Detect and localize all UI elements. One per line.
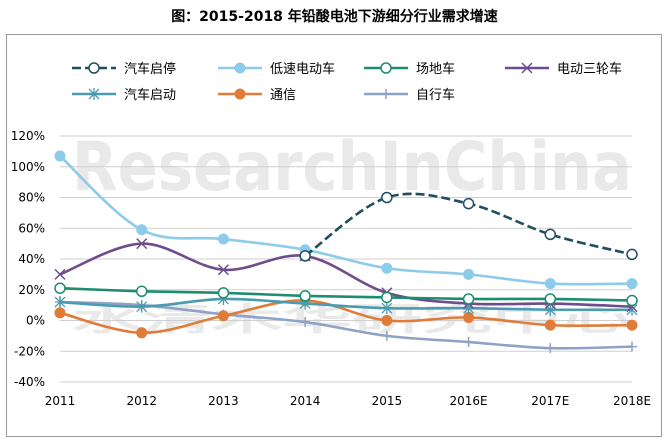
data-point [217,287,230,299]
x-tick-label: 2012 [126,394,157,408]
chart-title: 图：2015-2018 年铅酸电池下游细分行业需求增速 [171,9,498,25]
y-tick-label: -40% [14,375,45,389]
y-tick-label: 40% [18,252,45,266]
x-axis: 2011 2012 2013 2014 2015 2016E 2017E 2018E [45,394,651,408]
legend-label: 低速电动车 [270,61,335,77]
legend-item: 汽车启停 [72,61,176,77]
data-point [381,330,392,341]
data-point [54,150,66,162]
data-point [463,337,474,348]
data-point [626,294,638,307]
y-tick-label: 20% [18,283,45,297]
legend-item: 汽车启动 [72,87,176,103]
data-point [544,278,556,290]
data-point [54,307,66,319]
data-point [626,319,638,331]
series-场地车 [54,282,638,307]
legend-label: 汽车启动 [124,87,176,103]
y-tick-label: 0% [26,314,45,328]
data-point [217,310,229,322]
legend-label: 汽车启停 [124,61,176,77]
legend-item: 自行车 [364,87,455,103]
y-tick-label: 60% [18,221,45,235]
data-point [462,197,475,210]
x-tick-label: 2014 [290,394,321,408]
y-tick-label: 120% [11,129,45,143]
data-point [381,291,393,304]
legend-label: 通信 [270,88,296,103]
legend-item: 场地车 [364,61,455,77]
data-point [626,278,638,290]
x-tick-label: 2016E [450,394,488,408]
series-line [59,242,633,308]
data-point [544,319,556,331]
legend-item: 低速电动车 [218,61,335,77]
series-group [54,150,638,354]
data-point [217,264,229,276]
x-tick-label: 2013 [208,394,239,408]
data-point [136,300,148,313]
legend-marker [381,89,391,99]
data-point [136,238,148,250]
data-point [217,233,229,245]
y-tick-label: -20% [14,344,45,358]
data-point [381,302,393,315]
legend-marker [521,62,533,74]
data-point [381,315,393,326]
data-point [135,285,148,298]
series-line [59,286,633,302]
data-point [136,327,148,339]
data-point [54,268,66,280]
data-point [463,268,475,280]
data-point [299,250,311,262]
series-line [59,299,633,335]
y-tick-label: 80% [18,191,45,205]
legend-marker [88,62,100,74]
legend-label: 自行车 [416,87,455,103]
legend-marker [234,62,246,74]
y-axis: -40% -20% 0% 20% 40% 60% 80% 100% 120% [11,129,45,389]
data-point [544,293,557,305]
data-point [626,248,638,261]
series-汽车启停 [299,191,638,262]
legend-label: 场地车 [416,61,455,77]
data-point [136,224,148,236]
legend-item: 通信 [218,88,296,103]
x-tick-label: 2011 [45,394,76,408]
x-tick-label: 2015 [372,394,403,408]
legend-label: 电动三轮车 [557,61,622,77]
chart-frame [6,34,662,437]
data-point [545,343,556,354]
legend-marker [234,88,246,100]
legend-marker [88,88,100,100]
x-tick-label: 2017E [531,394,569,408]
data-point [381,262,393,274]
legend-item: 电动三轮车 [505,61,622,77]
y-tick-label: 100% [11,160,45,174]
data-point [299,290,311,302]
data-point [300,317,311,328]
data-point [54,296,66,309]
watermark-en: ResearchInChina [72,128,632,207]
data-point [462,293,475,305]
series-通信 [54,295,638,339]
data-point [381,191,393,204]
series-line [59,297,633,312]
data-point [54,282,66,294]
data-point [627,341,637,352]
x-tick-label: 2018E [613,394,651,408]
legend-marker [380,62,392,74]
data-point [544,228,557,241]
